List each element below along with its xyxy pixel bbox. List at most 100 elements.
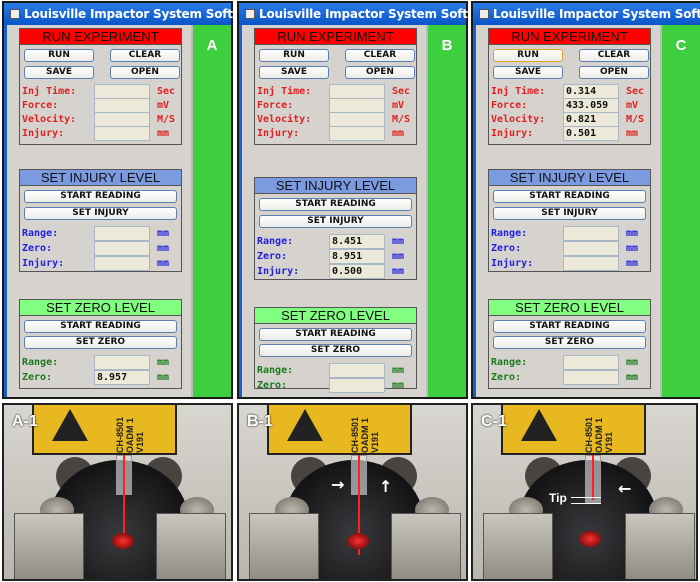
unit-label: mm xyxy=(392,128,405,139)
zero-row-zero: Zero: mm xyxy=(491,370,648,385)
photo-label: B-1 xyxy=(247,413,273,430)
set-injury-header: SET INJURY LEVEL xyxy=(255,178,416,194)
zero-field[interactable] xyxy=(563,241,619,256)
zero-row-range: Range: mm xyxy=(257,363,414,378)
set-zero-button[interactable]: SET ZERO xyxy=(259,344,412,357)
inj-time-field[interactable]: 0.314 xyxy=(563,84,619,99)
start-reading-button[interactable]: START READING xyxy=(24,320,177,333)
title-bar: Louisville Impactor System Software xyxy=(4,3,265,25)
field-label: Range: xyxy=(257,236,294,247)
save-button[interactable]: SAVE xyxy=(24,66,94,79)
run-button[interactable]: RUN xyxy=(259,49,329,62)
zero-field[interactable] xyxy=(94,241,150,256)
zero-row-zero: Zero: mm xyxy=(257,378,414,393)
set-injury-button[interactable]: SET INJURY xyxy=(493,207,646,220)
unit-label: mm xyxy=(626,243,639,254)
range-field[interactable] xyxy=(563,355,619,370)
injury-row-injury: Injury: mm xyxy=(22,256,179,271)
velocity-field[interactable] xyxy=(329,112,385,127)
set-zero-button[interactable]: SET ZERO xyxy=(493,336,646,349)
set-zero-header: SET ZERO LEVEL xyxy=(489,300,650,316)
laser-sensor: CH-8501 OADM 1 V191 xyxy=(32,405,177,455)
laser-sensor: CH-8501 OADM 1 V191 xyxy=(267,405,412,455)
force-field[interactable] xyxy=(329,98,385,113)
unit-label: mV xyxy=(626,100,639,111)
inj-time-field[interactable] xyxy=(329,84,385,99)
run-experiment-group: RUN EXPERIMENT RUN CLEAR SAVE OPEN Inj Time: S… xyxy=(19,28,182,145)
window-border xyxy=(4,25,7,397)
velocity-field[interactable] xyxy=(94,112,150,127)
unit-label: Sec xyxy=(626,86,645,97)
app-window-b: Louisville Impactor System Software B RUN … xyxy=(237,1,500,399)
zero-field[interactable]: 8.951 xyxy=(329,249,385,264)
field-label: Range: xyxy=(257,365,294,376)
force-field[interactable] xyxy=(94,98,150,113)
unit-label: mm xyxy=(392,236,405,247)
save-button[interactable]: SAVE xyxy=(259,66,329,79)
start-reading-button[interactable]: START READING xyxy=(493,320,646,333)
open-button[interactable]: OPEN xyxy=(345,66,415,79)
injury-field[interactable] xyxy=(329,126,385,141)
set-zero-button[interactable]: SET ZERO xyxy=(24,336,177,349)
run-button[interactable]: RUN xyxy=(493,49,563,62)
field-label: Injury: xyxy=(257,128,300,139)
title-bar: Louisville Impactor System Software xyxy=(473,3,700,25)
set-injury-group: SET INJURY LEVEL START READING SET INJURY R… xyxy=(19,169,182,272)
set-injury-button[interactable]: SET INJURY xyxy=(24,207,177,220)
range-field[interactable] xyxy=(329,363,385,378)
run-experiment-group: RUN EXPERIMENT RUN CLEAR SAVE OPEN Inj Time: S… xyxy=(254,28,417,145)
open-button[interactable]: OPEN xyxy=(579,66,649,79)
app-window-a: Louisville Impactor System Software A RUN … xyxy=(2,1,265,399)
run-row-velocity: Velocity: 0.821 M/S xyxy=(491,112,648,127)
tip-line xyxy=(571,503,601,504)
app-icon xyxy=(479,9,489,19)
save-button[interactable]: SAVE xyxy=(493,66,563,79)
set-injury-group: SET INJURY LEVEL START READING SET INJURY R… xyxy=(488,169,651,272)
zero-field[interactable] xyxy=(563,370,619,385)
range-field[interactable]: 8.451 xyxy=(329,234,385,249)
injury-field[interactable] xyxy=(94,256,150,271)
start-reading-button[interactable]: START READING xyxy=(259,328,412,341)
start-reading-button[interactable]: START READING xyxy=(493,190,646,203)
field-label: Range: xyxy=(491,357,528,368)
field-label: Zero: xyxy=(22,372,53,383)
unit-label: Sec xyxy=(392,86,411,97)
injury-field[interactable] xyxy=(563,256,619,271)
run-row-inj_time: Inj Time: Sec xyxy=(257,84,414,99)
window-title: Louisville Impactor System Software xyxy=(24,7,266,21)
unit-label: mm xyxy=(157,372,170,383)
field-label: Force: xyxy=(491,100,528,111)
velocity-field[interactable]: 0.821 xyxy=(563,112,619,127)
injury-field[interactable]: 0.500 xyxy=(329,264,385,279)
field-label: Zero: xyxy=(22,243,53,254)
zero-field[interactable] xyxy=(329,378,385,393)
start-reading-button[interactable]: START READING xyxy=(24,190,177,203)
run-row-injury: Injury: mm xyxy=(257,126,414,141)
force-field[interactable]: 433.059 xyxy=(563,98,619,113)
set-injury-button[interactable]: SET INJURY xyxy=(259,215,412,228)
run-button[interactable]: RUN xyxy=(24,49,94,62)
stereotaxic-clamp xyxy=(156,513,226,579)
injury-row-zero: Zero: mm xyxy=(491,241,648,256)
clear-button[interactable]: CLEAR xyxy=(110,49,180,62)
zero-field[interactable]: 8.957 xyxy=(94,370,150,385)
range-field[interactable] xyxy=(94,355,150,370)
window-border xyxy=(239,25,242,397)
photo-c-1: CH-8501 OADM 1 V191 C-1 ← Tip xyxy=(471,403,698,581)
field-label: Force: xyxy=(257,100,294,111)
title-bar: Louisville Impactor System Software xyxy=(239,3,500,25)
range-field[interactable] xyxy=(563,226,619,241)
start-reading-button[interactable]: START READING xyxy=(259,198,412,211)
inj-time-field[interactable] xyxy=(94,84,150,99)
open-button[interactable]: OPEN xyxy=(110,66,180,79)
unit-label: mm xyxy=(626,372,639,383)
laser-sensor: CH-8501 OADM 1 V191 xyxy=(501,405,646,455)
zero-row-range: Range: mm xyxy=(491,355,648,370)
clear-button[interactable]: CLEAR xyxy=(579,49,649,62)
run-row-velocity: Velocity: M/S xyxy=(257,112,414,127)
stereotaxic-clamp xyxy=(625,513,695,579)
injury-field[interactable]: 0.501 xyxy=(563,126,619,141)
injury-field[interactable] xyxy=(94,126,150,141)
clear-button[interactable]: CLEAR xyxy=(345,49,415,62)
range-field[interactable] xyxy=(94,226,150,241)
